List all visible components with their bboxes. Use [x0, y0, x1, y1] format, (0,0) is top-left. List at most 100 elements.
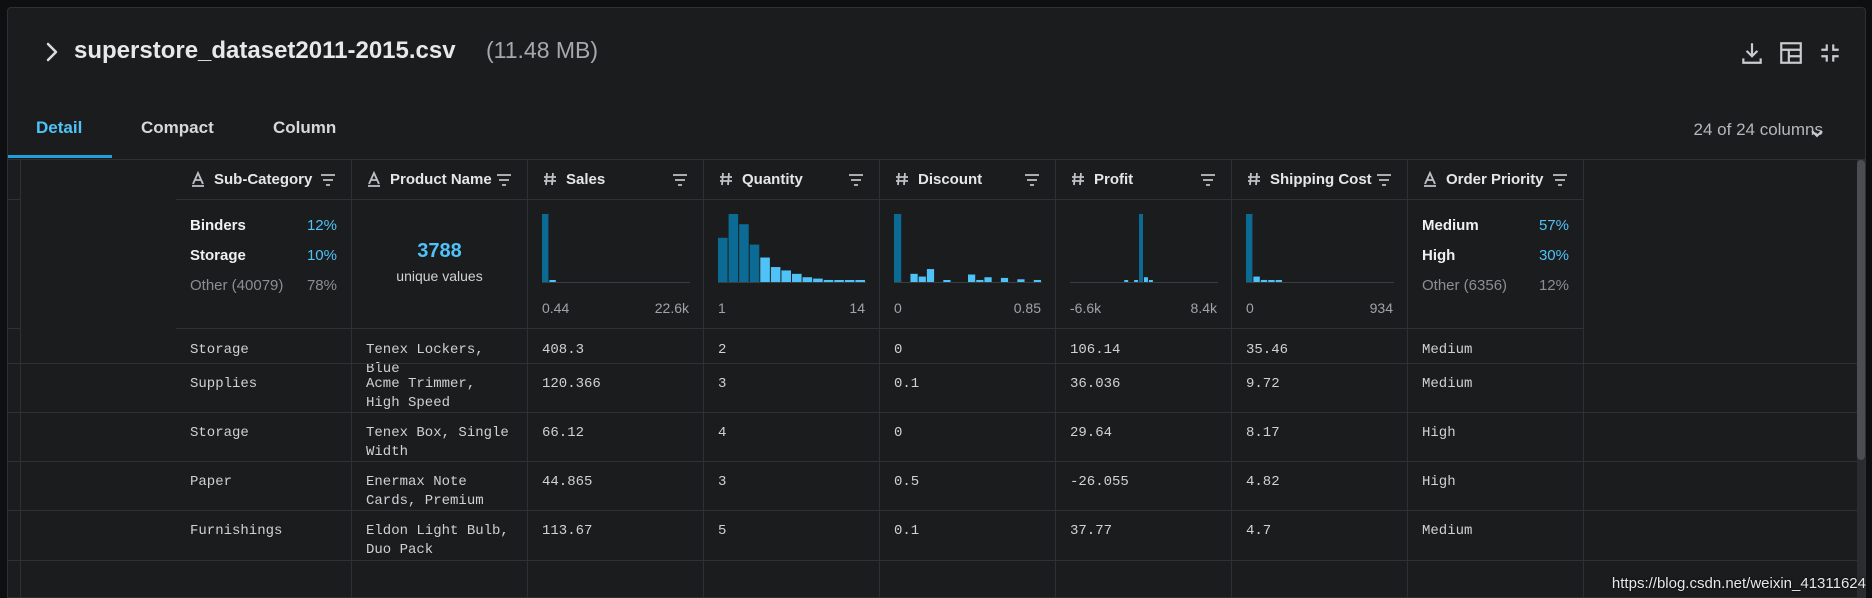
table-view-icon[interactable] [1778, 40, 1804, 66]
histogram-bar[interactable] [1017, 279, 1025, 282]
table-cell[interactable]: Furnishings [190, 523, 283, 539]
histogram-bar[interactable] [781, 270, 791, 282]
histogram-bar[interactable] [894, 214, 902, 282]
column-header[interactable]: Order Priority [1408, 160, 1583, 200]
histogram-bar[interactable] [1144, 277, 1148, 282]
histogram-bar[interactable] [926, 269, 935, 282]
sort-icon[interactable] [1551, 171, 1569, 189]
table-cell[interactable]: Tenex Box, Single Width [366, 425, 509, 460]
histogram[interactable] [1070, 213, 1218, 283]
histogram-bar[interactable] [792, 273, 802, 282]
table-cell[interactable]: Office Supplies [8, 341, 10, 360]
table-cell[interactable]: 0 [894, 425, 903, 441]
table-cell[interactable]: 106.14 [1070, 342, 1121, 358]
histogram-bar[interactable] [834, 280, 844, 282]
table-cell[interactable]: Acme Trimmer, High Speed [366, 376, 476, 411]
histogram-bar[interactable] [968, 274, 976, 282]
tab-column[interactable]: Column [273, 118, 337, 137]
histogram-bar[interactable] [844, 280, 855, 282]
sort-icon[interactable] [319, 171, 337, 189]
histogram-bar[interactable] [1033, 279, 1041, 282]
column-header[interactable]: Profit [1056, 160, 1231, 200]
table-cell[interactable]: Office Supplies [8, 375, 10, 394]
table-cell[interactable]: 0 [894, 342, 903, 358]
table-cell[interactable]: Medium [1422, 342, 1473, 358]
histogram-bar[interactable] [1000, 277, 1009, 282]
table-cell[interactable]: 4.82 [1246, 474, 1280, 490]
histogram-bar[interactable] [943, 280, 951, 282]
histogram-bar[interactable] [823, 279, 834, 282]
histogram-bar[interactable] [802, 277, 813, 282]
table-cell[interactable]: Medium [1422, 523, 1473, 539]
chevron-right-icon[interactable] [40, 40, 64, 64]
table-cell[interactable]: 0.5 [894, 474, 920, 490]
histogram[interactable] [1246, 213, 1394, 283]
histogram[interactable] [542, 213, 690, 283]
histogram-bar[interactable] [739, 224, 749, 282]
table-cell[interactable]: 35.46 [1246, 342, 1289, 358]
download-icon[interactable] [1739, 40, 1765, 66]
table-cell[interactable]: 44.865 [542, 474, 593, 490]
histogram-bar[interactable] [1253, 276, 1260, 282]
histogram-bar[interactable] [1148, 280, 1153, 282]
sort-icon[interactable] [1375, 171, 1393, 189]
histogram-bar[interactable] [1134, 280, 1139, 282]
table-cell[interactable]: -26.055 [1070, 474, 1129, 490]
sort-icon[interactable] [847, 171, 865, 189]
table-cell[interactable]: Eldon Light Bulb, Duo Pack [366, 523, 509, 558]
column-count-selector[interactable]: 24 of 24 columns [1693, 120, 1823, 139]
tab-detail[interactable]: Detail [36, 118, 83, 137]
histogram-bar[interactable] [1124, 280, 1129, 282]
histogram-bar[interactable] [728, 214, 739, 282]
histogram-bar[interactable] [984, 277, 992, 282]
table-cell[interactable]: 4.7 [1246, 523, 1272, 539]
table-cell[interactable]: 66.12 [542, 425, 585, 441]
table-cell[interactable]: 2 [718, 342, 727, 358]
histogram[interactable] [894, 213, 1042, 283]
table-cell[interactable]: High [1422, 474, 1456, 490]
table-cell[interactable]: Tenex Lockers, Blue [366, 342, 484, 377]
sort-icon[interactable] [1023, 171, 1041, 189]
table-cell[interactable]: Office Supplies [8, 424, 10, 443]
tab-compact[interactable]: Compact [141, 118, 214, 137]
table-cell[interactable]: Furniture [8, 522, 10, 541]
column-header[interactable]: Quantity [704, 160, 879, 200]
histogram-bar[interactable] [549, 280, 556, 282]
histogram-bar[interactable] [1275, 280, 1282, 282]
table-cell[interactable]: Supplies [190, 376, 258, 392]
table-cell[interactable]: 3 [718, 474, 727, 490]
histogram-bar[interactable] [918, 276, 926, 282]
collapse-icon[interactable] [1817, 40, 1843, 66]
table-cell[interactable]: 4 [718, 425, 727, 441]
table-cell[interactable]: 408.3 [542, 342, 585, 358]
histogram-bar[interactable] [1246, 214, 1253, 282]
sort-icon[interactable] [671, 171, 689, 189]
chevron-down-icon[interactable] [1807, 124, 1827, 144]
table-cell[interactable]: Paper [190, 474, 233, 490]
column-header[interactable]: Shipping Cost [1232, 160, 1407, 200]
histogram-bar[interactable] [855, 280, 865, 282]
table-cell[interactable]: Medium [1422, 376, 1473, 392]
histogram-bar[interactable] [976, 279, 984, 282]
table-cell[interactable]: 113.67 [542, 523, 593, 539]
column-header[interactable]: Discount [880, 160, 1055, 200]
column-header[interactable]: Product Name [352, 160, 527, 200]
histogram-bar[interactable] [1139, 214, 1143, 282]
histogram-bar[interactable] [1268, 280, 1275, 282]
histogram-bar[interactable] [813, 278, 823, 282]
column-header[interactable]: Category [8, 160, 20, 200]
table-cell[interactable]: 3 [718, 376, 727, 392]
table-cell[interactable]: 5 [718, 523, 727, 539]
scrollbar-thumb[interactable] [1857, 160, 1865, 460]
table-cell[interactable]: 29.64 [1070, 425, 1113, 441]
column-header[interactable]: Sales [528, 160, 703, 200]
column-header[interactable]: Sub-Category [176, 160, 351, 200]
sort-icon[interactable] [1199, 171, 1217, 189]
histogram-bar[interactable] [910, 273, 918, 282]
table-cell[interactable]: 0.1 [894, 376, 920, 392]
table-cell[interactable]: 8.17 [1246, 425, 1280, 441]
histogram-bar[interactable] [770, 267, 781, 282]
table-cell[interactable]: 36.036 [1070, 376, 1121, 392]
histogram[interactable] [718, 213, 866, 283]
table-cell[interactable]: Office Supplies [8, 473, 10, 492]
